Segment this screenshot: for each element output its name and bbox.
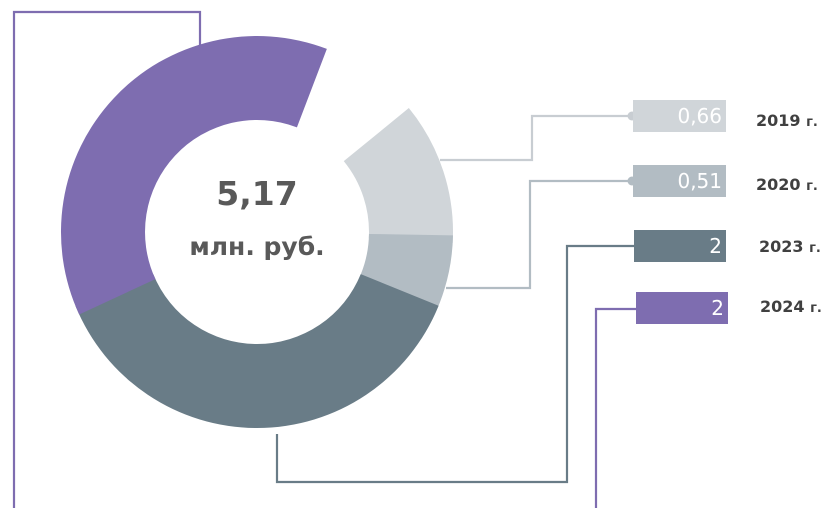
value-box-2024	[636, 292, 728, 324]
year-label-2020: 2020 г.	[756, 175, 818, 194]
year-label-2024: 2024 г.	[760, 297, 822, 316]
leader-line	[275, 244, 634, 484]
leader-line	[594, 307, 636, 508]
leader-line	[12, 10, 202, 508]
value-label-2023: 2	[709, 234, 722, 258]
center-total-value: 5,17	[216, 174, 297, 213]
center-total-unit: млн. руб.	[189, 232, 324, 261]
value-label-2020: 0,51	[677, 169, 722, 193]
year-label-2023: 2023 г.	[759, 237, 821, 256]
leader-line	[440, 114, 632, 162]
value-label-2019: 0,66	[677, 104, 722, 128]
value-label-2024: 2	[711, 296, 724, 320]
value-box-2019	[633, 100, 726, 132]
value-box-2023	[634, 230, 726, 262]
slice-2024	[60, 35, 327, 315]
donut-slices	[60, 35, 454, 429]
slice-2019	[343, 108, 454, 244]
slice-2023	[75, 274, 439, 429]
year-labels: 2019 г. 2020 г. 2023 г. 2024 г.	[756, 111, 822, 316]
value-box-2020	[633, 165, 726, 197]
value-boxes: 0,66 0,51 2 2	[633, 100, 728, 324]
year-label-2019: 2019 г.	[756, 111, 818, 130]
leader-line	[446, 179, 632, 290]
